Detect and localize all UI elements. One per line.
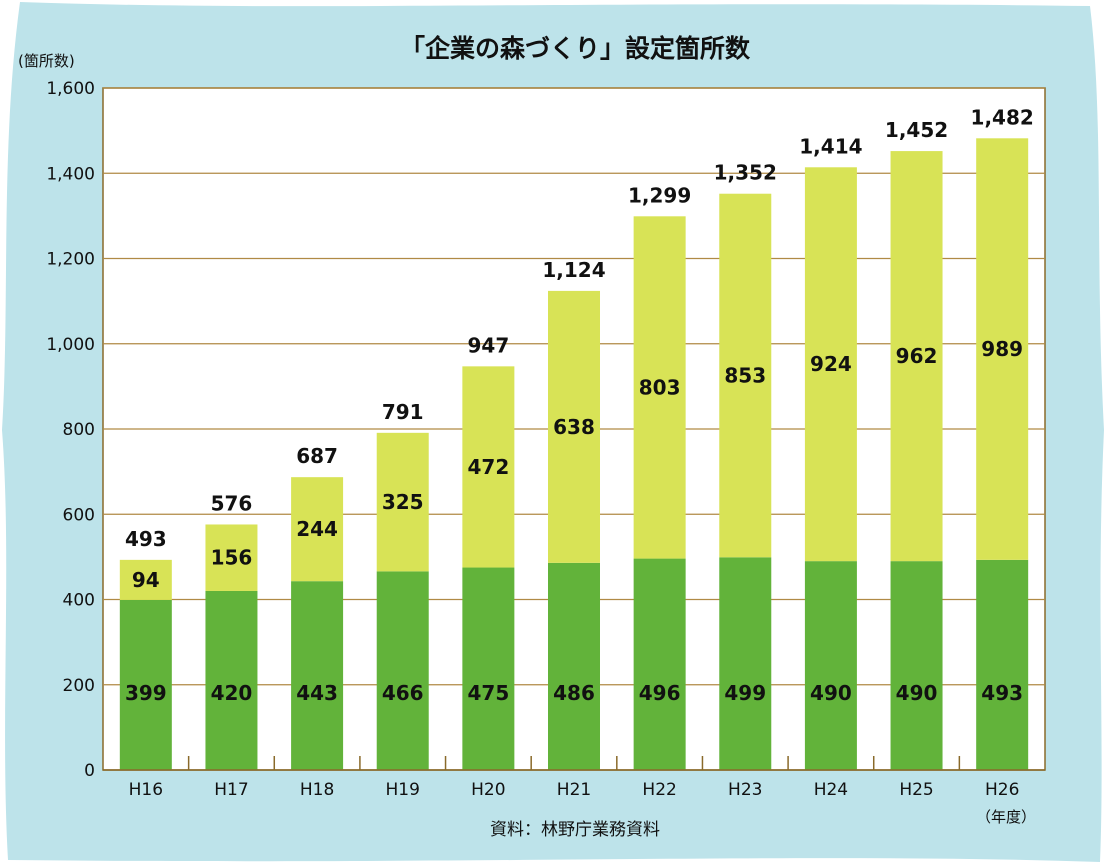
x-tick-label: H22: [642, 780, 676, 800]
x-tick-label: H23: [728, 780, 762, 800]
data-label-upper: 244: [296, 517, 338, 541]
bar-segment-lower: [548, 562, 600, 770]
axes: 0 200 400 600 800 1,000 1,200 1,400 1,600 H16 H17 H…: [46, 79, 1045, 800]
data-label-upper: 962: [896, 344, 938, 368]
data-label-upper: 94: [132, 568, 160, 592]
data-label-total: 947: [467, 333, 509, 357]
y-tick-label: 1,200: [46, 250, 95, 270]
y-tick-label: 1,400: [46, 164, 95, 184]
x-tick-label: H17: [214, 780, 248, 800]
data-label-lower: 496: [639, 681, 681, 705]
data-label-lower: 466: [382, 681, 424, 705]
bar-segment-lower: [890, 561, 943, 770]
bar-segment-upper: [804, 167, 857, 562]
data-label-lower: 490: [896, 681, 938, 705]
bar-segment-lower: [291, 581, 344, 770]
bar-segment-lower: [205, 590, 258, 770]
data-label-lower: 486: [553, 681, 595, 705]
data-label-lower: 499: [724, 681, 766, 705]
x-tick-label: H21: [557, 780, 591, 800]
y-tick-label: 0: [84, 761, 95, 781]
bar-segment-lower: [119, 599, 172, 770]
chart-title: 「企業の森づくり」設定箇所数: [400, 34, 751, 63]
data-label-upper: 853: [724, 364, 766, 388]
data-label-upper: 803: [639, 375, 681, 399]
data-label-upper: 924: [810, 352, 852, 376]
bar-segment-upper: [633, 216, 686, 559]
bar-segment-upper: [890, 151, 943, 562]
x-tick-label: H26: [985, 780, 1019, 800]
bar-segment-upper: [291, 477, 344, 582]
x-tick-label: H24: [814, 780, 848, 800]
data-label-upper: 638: [553, 415, 595, 439]
data-label-total: 687: [296, 444, 338, 468]
bar-segment-lower: [976, 559, 1029, 770]
y-tick-label: 800: [63, 420, 95, 440]
x-axis-unit: （年度）: [976, 808, 1036, 826]
data-label-lower: 490: [810, 681, 852, 705]
data-label-lower: 420: [211, 681, 253, 705]
data-label-total: 1,482: [971, 105, 1034, 129]
bar-segment-upper: [376, 432, 429, 572]
bar-segment-upper: [976, 138, 1029, 560]
y-tick-label: 600: [63, 505, 95, 525]
y-tick-label: 200: [63, 676, 95, 696]
x-tick-label: H20: [471, 780, 505, 800]
bar-segment-upper: [719, 193, 772, 558]
bar-segment-lower: [719, 557, 772, 770]
source-note: 資料：林野庁業務資料: [490, 820, 660, 840]
data-label-upper: 472: [467, 455, 509, 479]
y-tick-label: 400: [63, 591, 95, 611]
data-label-upper: 325: [382, 490, 424, 514]
data-label-upper: 989: [981, 337, 1023, 361]
bar-segment-upper: [462, 366, 515, 568]
data-label-total: 576: [211, 491, 253, 515]
data-label-total: 493: [125, 527, 167, 551]
data-label-total: 1,352: [714, 161, 777, 185]
bar-segment-upper: [205, 524, 258, 591]
data-label-lower: 475: [467, 681, 509, 705]
y-tick-label: 1,000: [46, 335, 95, 355]
bar-segment-upper: [548, 290, 600, 563]
data-label-total: 791: [382, 400, 424, 424]
data-label-total: 1,452: [885, 118, 948, 142]
data-labels: 399 94 493 420 156 576 443 244 687 466 325 791 475 47…: [125, 105, 1034, 705]
x-tick-label: H16: [129, 780, 163, 800]
data-label-lower: 443: [296, 681, 338, 705]
data-label-total: 1,124: [542, 258, 605, 282]
bar-segment-lower: [804, 561, 857, 770]
x-tick-label: H19: [386, 780, 420, 800]
bars: [119, 138, 1029, 770]
bar-segment-lower: [633, 558, 686, 770]
data-label-lower: 493: [981, 681, 1023, 705]
data-label-lower: 399: [125, 681, 167, 705]
x-tick-label: H25: [899, 780, 933, 800]
y-axis-label: (箇所数): [18, 52, 75, 70]
data-label-total: 1,414: [799, 134, 862, 158]
data-label-upper: 156: [211, 546, 253, 570]
x-tick-label: H18: [300, 780, 334, 800]
bar-segment-lower: [376, 571, 429, 770]
bar-segment-lower: [462, 567, 515, 770]
y-tick-label: 1,600: [46, 79, 95, 99]
data-label-total: 1,299: [628, 183, 691, 207]
bar-segment-upper: [119, 559, 172, 600]
